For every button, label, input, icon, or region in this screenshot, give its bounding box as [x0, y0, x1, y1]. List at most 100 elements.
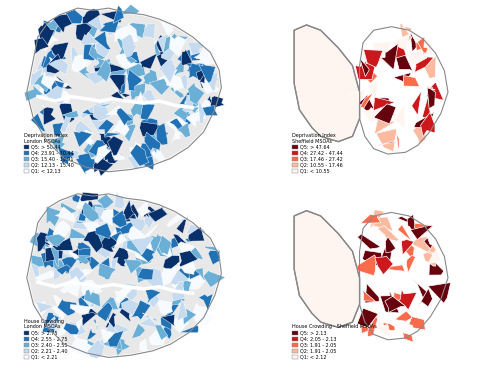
Polygon shape: [68, 338, 88, 356]
Polygon shape: [114, 191, 125, 208]
Polygon shape: [380, 98, 394, 116]
Polygon shape: [160, 19, 173, 37]
Polygon shape: [372, 41, 394, 58]
Polygon shape: [142, 27, 158, 36]
Polygon shape: [71, 245, 85, 262]
Polygon shape: [168, 73, 184, 92]
Polygon shape: [115, 222, 137, 235]
Polygon shape: [156, 123, 168, 145]
Polygon shape: [122, 61, 141, 75]
Polygon shape: [402, 333, 413, 342]
Polygon shape: [89, 46, 106, 61]
Polygon shape: [82, 202, 100, 222]
Polygon shape: [142, 69, 158, 87]
Polygon shape: [137, 268, 154, 280]
Polygon shape: [188, 42, 205, 58]
Polygon shape: [100, 11, 121, 23]
Polygon shape: [38, 22, 55, 45]
Polygon shape: [81, 105, 96, 119]
Polygon shape: [82, 312, 96, 327]
Polygon shape: [148, 132, 160, 154]
Polygon shape: [172, 281, 185, 301]
Polygon shape: [106, 308, 112, 323]
Polygon shape: [100, 19, 119, 33]
Polygon shape: [398, 289, 417, 310]
Polygon shape: [376, 128, 396, 152]
Polygon shape: [386, 237, 396, 253]
Polygon shape: [192, 303, 210, 318]
Polygon shape: [162, 240, 173, 258]
Polygon shape: [407, 214, 416, 235]
Polygon shape: [94, 31, 111, 50]
Polygon shape: [178, 242, 199, 258]
Polygon shape: [86, 204, 106, 218]
Polygon shape: [47, 79, 64, 96]
Polygon shape: [403, 75, 419, 87]
Polygon shape: [64, 323, 79, 334]
Polygon shape: [69, 250, 80, 259]
Polygon shape: [374, 104, 396, 124]
Polygon shape: [131, 236, 154, 255]
Polygon shape: [111, 87, 126, 102]
Polygon shape: [420, 112, 435, 137]
Polygon shape: [80, 192, 98, 202]
Polygon shape: [120, 124, 136, 142]
Polygon shape: [350, 89, 366, 102]
Polygon shape: [62, 111, 79, 118]
Polygon shape: [80, 269, 94, 280]
Polygon shape: [62, 150, 80, 159]
Polygon shape: [104, 147, 122, 164]
Polygon shape: [82, 109, 98, 116]
Polygon shape: [75, 121, 93, 138]
Polygon shape: [154, 325, 168, 340]
Polygon shape: [116, 108, 134, 126]
Polygon shape: [81, 199, 93, 218]
Polygon shape: [196, 100, 214, 112]
Polygon shape: [144, 286, 161, 304]
Polygon shape: [172, 129, 180, 143]
Polygon shape: [106, 313, 117, 329]
Polygon shape: [394, 311, 412, 321]
Polygon shape: [186, 263, 200, 279]
Polygon shape: [355, 59, 376, 80]
Polygon shape: [44, 316, 59, 329]
Polygon shape: [156, 300, 172, 314]
Polygon shape: [52, 237, 73, 250]
Polygon shape: [359, 315, 376, 333]
Polygon shape: [106, 320, 120, 336]
Polygon shape: [119, 38, 133, 55]
Polygon shape: [374, 97, 395, 110]
Polygon shape: [45, 228, 58, 242]
Polygon shape: [164, 265, 180, 286]
Polygon shape: [360, 92, 374, 111]
Polygon shape: [54, 24, 59, 33]
Polygon shape: [384, 265, 405, 271]
Polygon shape: [58, 299, 77, 316]
Polygon shape: [118, 112, 134, 127]
Polygon shape: [429, 262, 444, 275]
Polygon shape: [144, 206, 160, 221]
Polygon shape: [94, 61, 108, 78]
Polygon shape: [130, 101, 152, 120]
Polygon shape: [43, 20, 62, 33]
Polygon shape: [294, 25, 360, 142]
Polygon shape: [158, 34, 178, 53]
Polygon shape: [142, 149, 154, 170]
Polygon shape: [116, 285, 132, 303]
Polygon shape: [172, 268, 189, 285]
Polygon shape: [86, 71, 106, 85]
Polygon shape: [406, 255, 415, 273]
Polygon shape: [94, 230, 109, 246]
Polygon shape: [73, 317, 83, 340]
Polygon shape: [146, 251, 156, 266]
Polygon shape: [49, 59, 68, 75]
Polygon shape: [50, 42, 69, 60]
Polygon shape: [136, 247, 156, 262]
Polygon shape: [89, 295, 96, 307]
Polygon shape: [410, 225, 433, 239]
Polygon shape: [368, 82, 378, 98]
Polygon shape: [87, 339, 104, 359]
Polygon shape: [78, 66, 94, 83]
Polygon shape: [181, 50, 192, 65]
Polygon shape: [173, 102, 193, 121]
